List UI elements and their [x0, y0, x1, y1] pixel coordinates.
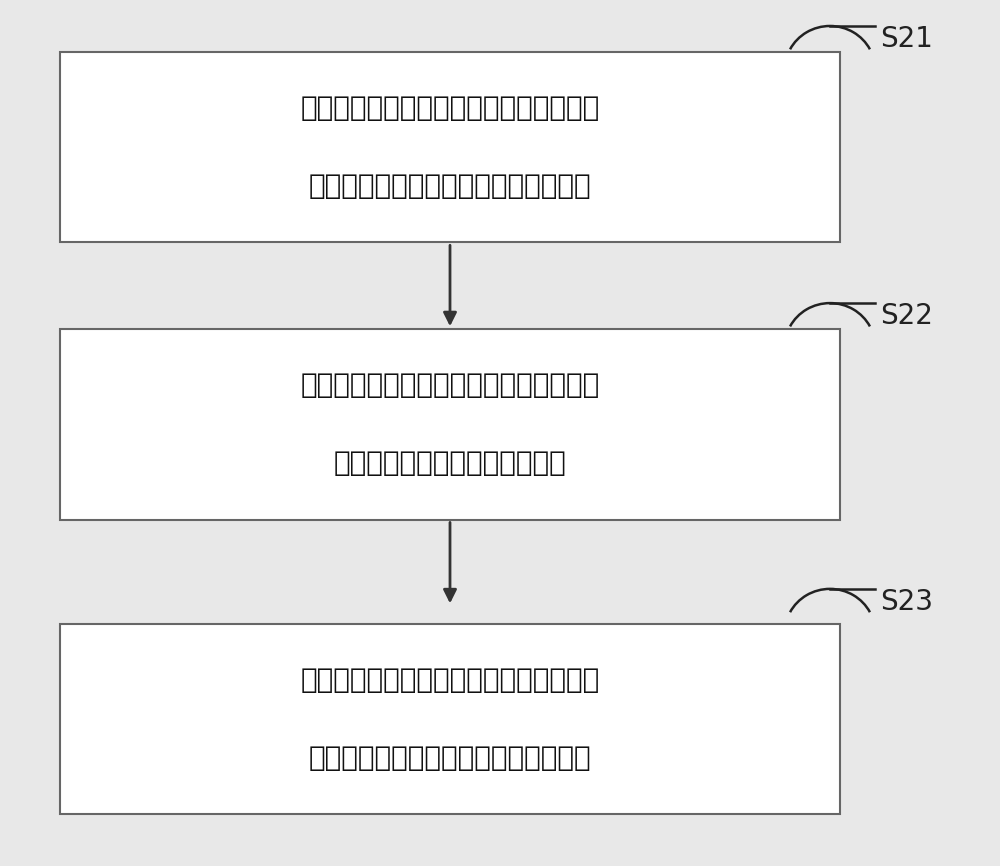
Text: S21: S21: [880, 25, 933, 53]
Text: 电路两端的电压，作为比较电压: 电路两端的电压，作为比较电压: [334, 449, 566, 477]
Bar: [60, 329, 840, 520]
Text: S23: S23: [880, 588, 933, 616]
Text: 通过比较参考电压和比较电压，判断与滤: 通过比较参考电压和比较电压，判断与滤: [300, 666, 600, 694]
Bar: [60, 52, 840, 242]
Text: S22: S22: [880, 302, 933, 330]
Text: 集滤波电路两端的电压，作为参考电压: 集滤波电路两端的电压，作为参考电压: [309, 172, 591, 200]
Text: 将被动均衡电路接入检测电路，采集滤波: 将被动均衡电路接入检测电路，采集滤波: [300, 372, 600, 399]
Bar: [60, 624, 840, 814]
Text: 断开被动均衡电路与检测电路的连接，采: 断开被动均衡电路与检测电路的连接，采: [300, 94, 600, 122]
Text: 波电路并联的电池是否与采集电路断开: 波电路并联的电池是否与采集电路断开: [309, 744, 591, 772]
